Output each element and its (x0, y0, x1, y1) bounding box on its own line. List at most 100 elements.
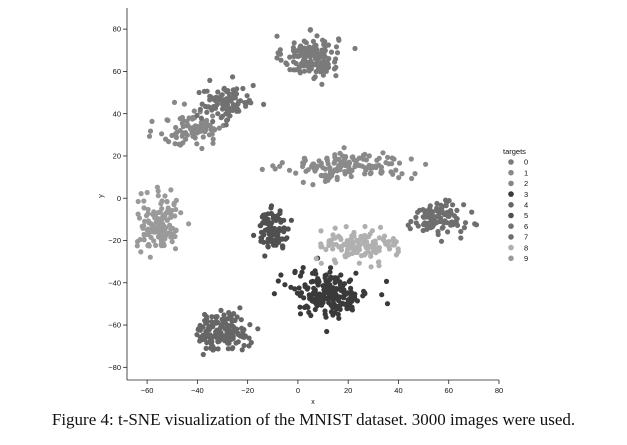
data-point (222, 325, 228, 331)
data-point (305, 60, 311, 66)
data-point (324, 328, 330, 335)
data-point (200, 134, 206, 140)
data-point (166, 139, 172, 145)
data-point (229, 328, 235, 334)
data-point (280, 243, 286, 249)
data-point (302, 68, 308, 74)
legend-label-7: 7 (524, 233, 528, 242)
data-point (194, 332, 200, 338)
data-point (270, 215, 276, 221)
data-point (230, 87, 236, 93)
data-point (352, 158, 359, 164)
data-point (262, 253, 268, 259)
legend-label-4: 4 (524, 201, 528, 210)
cluster-7 (405, 197, 480, 244)
data-point (159, 206, 165, 212)
data-point (271, 225, 278, 232)
data-point (341, 289, 347, 296)
data-point (294, 290, 300, 296)
data-point (343, 253, 349, 259)
data-point (445, 229, 451, 235)
data-point (333, 286, 339, 292)
data-point (330, 246, 336, 252)
legend-label-0: 0 (524, 158, 528, 167)
data-point (349, 167, 355, 174)
data-point (157, 231, 163, 237)
data-point (153, 215, 159, 221)
data-point (179, 133, 185, 139)
data-point (391, 242, 398, 248)
data-point (300, 63, 306, 69)
data-point (225, 329, 231, 335)
data-point (349, 154, 355, 160)
data-point (305, 167, 311, 173)
data-point (271, 291, 277, 297)
legend-label-6: 6 (524, 222, 528, 231)
data-point (204, 332, 210, 338)
x-ticks: −60 −40 −20 0 20 40 60 80 (141, 380, 503, 395)
data-point (313, 256, 319, 262)
data-point (221, 85, 227, 91)
data-point (176, 141, 182, 147)
data-point (361, 288, 367, 294)
legend-label-2: 2 (524, 179, 528, 188)
data-point (284, 61, 290, 67)
data-point (177, 128, 183, 134)
legend-marker-9 (508, 255, 514, 262)
data-point (368, 253, 374, 259)
data-point (143, 213, 150, 219)
data-point (215, 89, 221, 95)
data-point (292, 286, 298, 292)
data-point (290, 48, 297, 54)
data-point (319, 81, 325, 87)
y-tick-label: −40 (108, 278, 121, 287)
data-point (257, 223, 263, 229)
data-point (233, 340, 239, 346)
data-point (173, 206, 179, 213)
data-point (308, 279, 314, 285)
legend-label-5: 5 (524, 211, 528, 220)
data-point (145, 231, 151, 238)
data-point (334, 294, 340, 300)
data-point (323, 314, 329, 320)
legend-label-1: 1 (524, 168, 528, 177)
data-point (204, 109, 210, 115)
data-point (141, 237, 147, 243)
y-tick-label: −60 (108, 321, 121, 330)
data-point (220, 335, 226, 341)
data-point (250, 82, 256, 89)
data-point (219, 316, 225, 322)
data-point (340, 153, 346, 159)
data-point (318, 228, 324, 234)
data-point (413, 214, 419, 220)
data-point (323, 279, 329, 285)
data-point (408, 218, 414, 225)
data-point (165, 205, 171, 211)
data-point (199, 145, 205, 152)
data-point (389, 155, 395, 161)
data-point (210, 113, 216, 119)
data-point (291, 40, 297, 46)
data-point (203, 345, 209, 351)
data-point (334, 174, 340, 180)
data-point (247, 322, 253, 328)
data-point (155, 188, 161, 194)
data-point (342, 301, 348, 307)
data-point (354, 237, 360, 243)
data-point (300, 265, 306, 271)
data-point (450, 222, 456, 228)
data-point (342, 171, 348, 177)
data-point (212, 97, 218, 103)
data-point (353, 270, 359, 276)
data-point (378, 164, 384, 170)
data-point (362, 165, 368, 171)
data-point (227, 313, 233, 319)
data-point (149, 118, 155, 124)
data-point (234, 108, 240, 114)
data-point (328, 309, 334, 315)
data-point (376, 248, 382, 254)
data-point (332, 279, 338, 286)
data-point (219, 106, 226, 112)
data-point (362, 242, 368, 248)
legend-label-3: 3 (524, 190, 528, 199)
